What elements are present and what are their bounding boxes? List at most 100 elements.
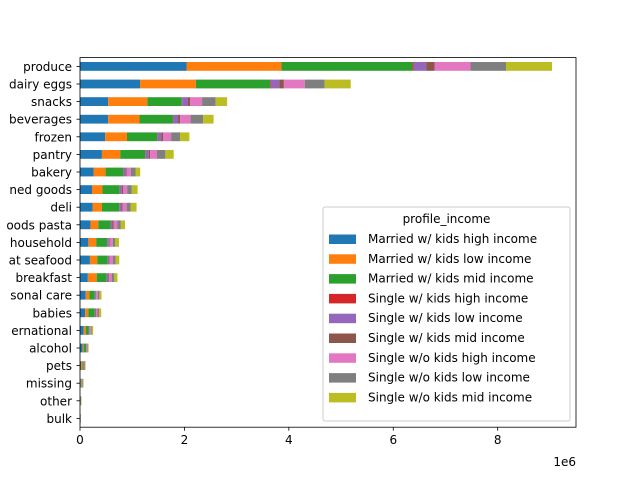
bar-segment [80, 114, 109, 124]
bar-segment [83, 343, 87, 353]
bar-segment [203, 114, 214, 124]
y-tick-label: bakery [31, 166, 72, 180]
bar-segment [109, 238, 113, 247]
bar-segment [80, 343, 83, 353]
bar-segment [148, 150, 151, 159]
y-tick-label: frozen [34, 130, 72, 144]
bar-segment [106, 273, 109, 282]
bar-segment [85, 326, 89, 335]
bar-segment [279, 79, 284, 89]
bar-segment [112, 255, 116, 265]
bar-segment [80, 255, 90, 265]
bar-segment [92, 185, 103, 194]
bar-segment [163, 132, 172, 142]
y-tick-label: alcohol [29, 342, 72, 356]
bar-segment [117, 220, 121, 230]
bar-segment [108, 238, 110, 247]
bar-segment [95, 308, 98, 318]
bar-segment [120, 220, 126, 230]
bar-segment [119, 202, 122, 212]
legend-swatch [329, 392, 356, 403]
bar-segment [96, 290, 98, 300]
bar-segment [157, 150, 166, 159]
bar-segment [83, 378, 84, 388]
legend-swatch [329, 274, 356, 284]
bar-segment [140, 79, 196, 89]
bar-segment [126, 132, 158, 142]
bar-segment [99, 290, 102, 300]
bar-segment [281, 62, 413, 71]
legend-title: profile_income [403, 212, 491, 226]
bar-segment [80, 326, 84, 335]
bar-segment [108, 273, 110, 282]
legend-swatch [329, 313, 356, 324]
bar-segment [182, 97, 188, 106]
legend-label: Single w/ kids mid income [368, 331, 525, 345]
bar-segment [215, 97, 228, 106]
bar-segment [82, 343, 84, 353]
legend-label: Single w/o kids mid income [368, 390, 532, 404]
bar-segment [150, 150, 158, 159]
bar-segment [434, 62, 471, 71]
bar-segment [107, 238, 109, 247]
bar-segment [173, 114, 179, 124]
bar-segment [80, 132, 106, 142]
bar-segment [426, 62, 435, 71]
bar-segment [121, 202, 123, 212]
y-tick-label: other [40, 394, 72, 408]
bar-segment [82, 361, 84, 370]
bar-segment [83, 326, 86, 335]
y-tick-label: missing [26, 377, 72, 391]
bar-segment [90, 220, 99, 230]
bar-segment [126, 167, 131, 177]
y-tick-label: deli [50, 201, 72, 215]
bar-segment [112, 238, 116, 247]
bar-segment [125, 167, 127, 177]
bar-segment [127, 185, 132, 194]
legend-swatch [329, 333, 356, 343]
bar-segment [283, 79, 305, 89]
legend-label: Single w/ kids low income [368, 311, 523, 325]
bar-segment [187, 97, 191, 106]
bar-segment [85, 290, 90, 300]
bar-segment [304, 79, 325, 89]
bar-segment [171, 132, 180, 142]
bar-segment [96, 273, 107, 282]
bar-segment [190, 97, 203, 106]
bar-segment [80, 185, 93, 194]
bar-segment [80, 290, 86, 300]
x-tick-label: 4 [285, 433, 293, 447]
bar-segment [324, 79, 351, 89]
bar-segment [178, 114, 181, 124]
bar-segment [114, 273, 118, 282]
bar-segment [80, 220, 91, 230]
bar-segment [139, 114, 173, 124]
bar-segment [120, 150, 146, 159]
legend-swatch [329, 293, 356, 304]
bar-segment [105, 132, 127, 142]
bar-segment [270, 79, 271, 89]
bar-segment [107, 255, 110, 265]
bar-segment [101, 202, 120, 212]
bar-segment [95, 308, 96, 318]
x-tick-label: 6 [389, 433, 397, 447]
y-tick-label: snacks [31, 95, 72, 109]
y-tick-label: at seafood [9, 254, 72, 268]
x-axis: 0 2 4 6 8 [76, 427, 502, 447]
bar-segment [91, 326, 94, 335]
bar-segment [190, 114, 204, 124]
bar-segment [96, 238, 108, 247]
bar-segment [80, 62, 187, 71]
bar-segment [80, 202, 93, 212]
legend-label: Single w/o kids high income [368, 351, 536, 365]
bar-segment [81, 378, 82, 388]
bar-segment [161, 132, 164, 142]
y-tick-label: dairy eggs [9, 78, 72, 92]
bar-segment [97, 308, 100, 318]
bar-segment [80, 238, 89, 247]
bar-segment [113, 220, 118, 230]
bar-segment [84, 361, 86, 370]
bar-segment [109, 273, 112, 282]
legend-swatch [329, 254, 356, 264]
bar-segment [180, 114, 191, 124]
